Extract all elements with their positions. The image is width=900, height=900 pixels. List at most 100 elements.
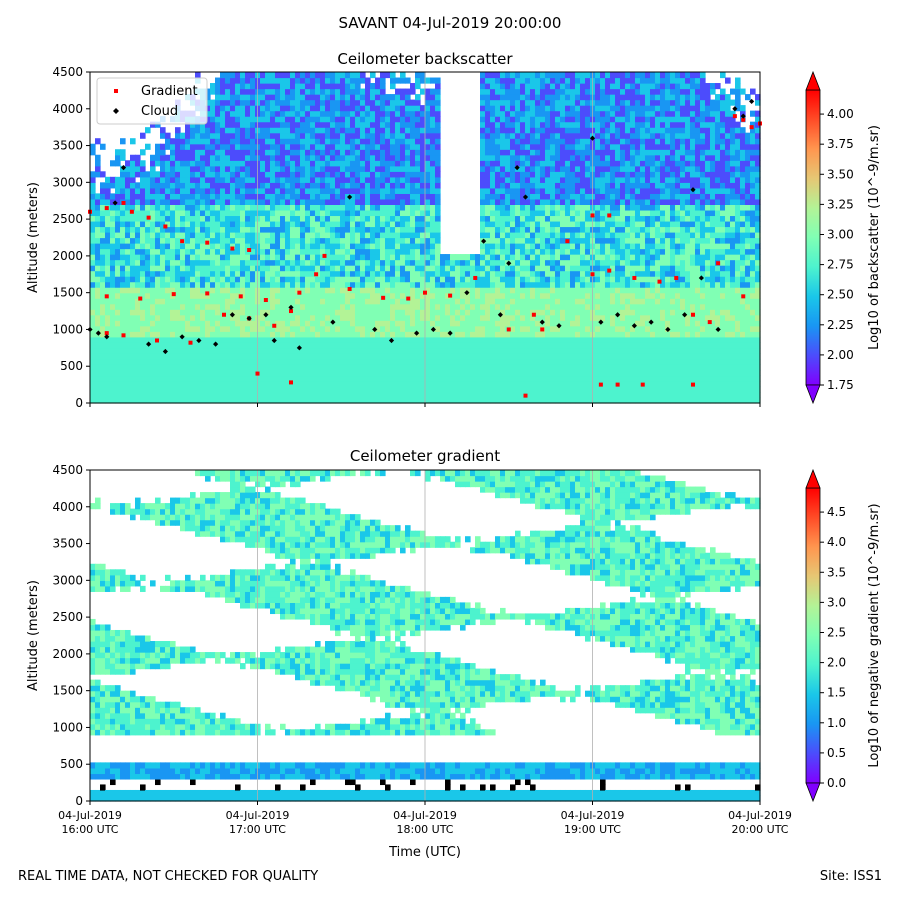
cloud-point bbox=[213, 341, 219, 347]
quality-disclaimer: REAL TIME DATA, NOT CHECKED FOR QUALITY bbox=[18, 869, 319, 884]
cloud-point bbox=[196, 337, 202, 344]
site-label: Site: ISS1 bbox=[819, 869, 882, 884]
gradient-point bbox=[590, 213, 595, 218]
cloud-point bbox=[598, 319, 604, 325]
gradient-point bbox=[129, 209, 134, 214]
gradient-point bbox=[289, 380, 293, 385]
cloud-point bbox=[732, 106, 738, 112]
gradient-point bbox=[691, 382, 695, 387]
gradient-point bbox=[741, 117, 746, 122]
y-tick-label: 500 bbox=[60, 359, 83, 373]
gradient-point bbox=[297, 290, 302, 295]
gradient-point bbox=[590, 272, 595, 277]
colorbar-tick-label: 3.25 bbox=[827, 197, 854, 211]
cloud-point bbox=[246, 315, 252, 322]
cloud-point bbox=[330, 319, 336, 325]
gradient-point bbox=[657, 279, 662, 284]
gradient-point bbox=[171, 292, 176, 297]
gradient-point bbox=[406, 296, 411, 301]
colorbar-tick-label: 3.00 bbox=[827, 227, 854, 241]
gradient-point bbox=[448, 293, 453, 298]
cloud-point bbox=[104, 334, 110, 340]
y-tick-label: 0 bbox=[75, 794, 83, 808]
x-tick-label: 16:00 UTC bbox=[61, 823, 118, 836]
y-tick-label: 2500 bbox=[52, 610, 83, 624]
cloud-point bbox=[481, 238, 487, 244]
x-tick-label: 20:00 UTC bbox=[731, 823, 788, 836]
x-tick-label: 04-Jul-2019 bbox=[561, 809, 625, 822]
cloud-point bbox=[615, 312, 621, 318]
cloud-point bbox=[229, 312, 235, 318]
cloud-point bbox=[388, 337, 395, 344]
gradient-point bbox=[230, 246, 235, 251]
colorbar-label: Log10 of backscatter (10^-9/m.sr) bbox=[867, 125, 882, 350]
gradient-point bbox=[255, 371, 260, 376]
gradient-point bbox=[749, 125, 754, 130]
colorbar-tick-label: 3.50 bbox=[827, 167, 854, 181]
gradient-point bbox=[104, 294, 109, 299]
cloud-point bbox=[514, 165, 520, 171]
gradient-point bbox=[473, 275, 478, 280]
cloud-point bbox=[740, 113, 746, 119]
colorbar-tick-label: 0.5 bbox=[827, 746, 846, 760]
cloud-point bbox=[690, 187, 696, 193]
cloud-point bbox=[631, 323, 637, 329]
gradient-point bbox=[163, 224, 168, 229]
cloud-point bbox=[288, 304, 294, 310]
gradient-point bbox=[716, 261, 721, 266]
gradient-point bbox=[381, 295, 386, 300]
cloud-point bbox=[497, 312, 503, 318]
gradient-point bbox=[247, 248, 252, 253]
y-tick-label: 4500 bbox=[52, 65, 83, 79]
colorbar-tick-label: 3.5 bbox=[827, 565, 846, 579]
colorbar-tick-label: 2.75 bbox=[827, 258, 854, 272]
cloud-point bbox=[347, 194, 353, 200]
cloud-point bbox=[648, 319, 654, 325]
cloud-point bbox=[95, 330, 101, 336]
gradient-point bbox=[104, 331, 109, 336]
gradient-point bbox=[289, 309, 293, 314]
cloud-point bbox=[447, 330, 453, 336]
panel-title: Ceilometer gradient bbox=[350, 447, 500, 465]
heatmap-field bbox=[90, 72, 761, 404]
cloud-point bbox=[464, 290, 470, 296]
y-tick-label: 3500 bbox=[52, 139, 83, 153]
y-tick-label: 500 bbox=[60, 757, 83, 771]
colorbar: 0.0 0.5 1.0 1.5 2.0 2.5 3.0 3.5 4.0 4.5 Log10 of n… bbox=[805, 468, 882, 803]
colorbar-tick-label: 2.00 bbox=[827, 348, 854, 362]
gradient-point bbox=[741, 294, 746, 299]
gradient-point bbox=[180, 239, 185, 244]
figure-suptitle: SAVANT 04-Jul-2019 20:00:00 bbox=[338, 14, 562, 32]
x-tick-label: 04-Jul-2019 bbox=[393, 809, 457, 822]
y-tick-label: 3000 bbox=[52, 573, 83, 587]
panel-2: Ceilometer gradient 0 500 1000 1500 2000 2500 3… bbox=[26, 447, 882, 860]
cloud-point bbox=[430, 326, 436, 333]
legend-gradient-marker bbox=[114, 89, 118, 93]
cloud-point bbox=[698, 275, 704, 281]
colorbar-tick-label: 3.0 bbox=[827, 595, 846, 609]
colorbar-label: Log10 of negative gradient (10^-9/m.sr) bbox=[867, 503, 882, 767]
panel-title: Ceilometer backscatter bbox=[337, 50, 513, 68]
gradient-point bbox=[607, 213, 612, 218]
x-tick-label: 04-Jul-2019 bbox=[226, 809, 290, 822]
legend-box bbox=[96, 77, 208, 125]
cloud-point bbox=[179, 334, 185, 340]
cloud-point bbox=[112, 200, 118, 206]
gradient-point bbox=[707, 320, 712, 325]
colorbar-tick-label: 2.25 bbox=[827, 318, 854, 332]
y-tick-label: 1500 bbox=[52, 684, 83, 698]
colorbar-tick-label: 2.50 bbox=[827, 288, 854, 302]
cloud-point bbox=[120, 165, 127, 171]
colorbar-tick-label: 1.0 bbox=[827, 716, 846, 730]
gradient-point bbox=[188, 340, 193, 345]
x-tick-label: 17:00 UTC bbox=[229, 823, 286, 836]
gradient-point bbox=[565, 239, 570, 244]
gradient-point bbox=[523, 393, 528, 398]
y-tick-label: 1000 bbox=[52, 322, 83, 336]
colorbar-bar bbox=[805, 487, 821, 784]
x-tick-label: 04-Jul-2019 bbox=[728, 809, 792, 822]
colorbar-tick-label: 2.0 bbox=[827, 656, 846, 670]
series-cloud bbox=[87, 98, 755, 355]
x-tick-label: 18:00 UTC bbox=[396, 823, 453, 836]
